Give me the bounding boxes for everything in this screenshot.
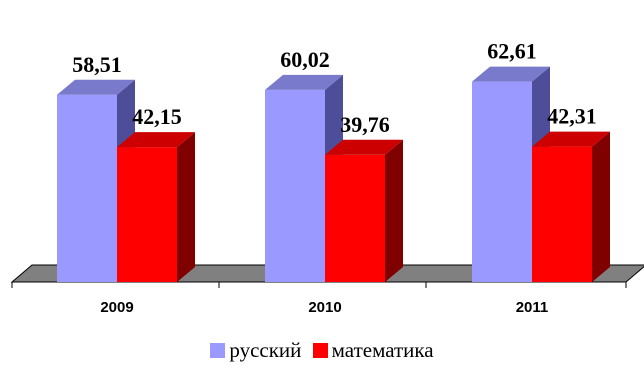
bar-2009-series1-side — [177, 132, 195, 282]
bar-2011-series0-front — [472, 81, 532, 282]
legend: русский математика — [0, 338, 644, 364]
bar-2009-series1-top — [117, 132, 195, 148]
data-label-2010-series1: 39,76 — [340, 112, 390, 137]
data-label-2011-series0: 62,61 — [487, 39, 537, 64]
legend-item-russian: русский — [210, 338, 301, 363]
legend-item-math: математика — [312, 338, 434, 363]
bar-2010-series1-side — [385, 139, 403, 282]
bar-2009-series0-front — [57, 94, 117, 282]
legend-label-russian: русский — [229, 338, 302, 362]
legend-swatch-math — [312, 343, 328, 358]
bar-2011-series1-top — [532, 131, 610, 147]
data-label-2011-series1: 42,31 — [547, 104, 597, 129]
legend-swatch-russian — [210, 343, 226, 358]
bar-2011-series1-side — [592, 131, 610, 282]
bar-2009-series0-top — [57, 79, 135, 95]
data-label-2010-series0: 60,02 — [280, 47, 330, 72]
legend-label-math: математика — [331, 338, 434, 362]
bar-2011-series1-front — [532, 146, 592, 282]
bar-2010-series1-front — [325, 154, 385, 282]
bar-2011-series0-top — [472, 66, 550, 82]
bar-2010-series1-top — [325, 139, 403, 155]
x-tick-label-2009: 2009 — [100, 299, 133, 316]
x-tick-label-2011: 2011 — [516, 299, 549, 316]
bar-2010-series0-front — [265, 89, 325, 282]
bar-2009-series1-front — [117, 147, 177, 282]
x-tick-label-2010: 2010 — [308, 299, 341, 316]
bar-2010-series0-top — [265, 74, 343, 90]
data-label-2009-series0: 58,51 — [72, 52, 122, 77]
data-label-2009-series1: 42,15 — [132, 104, 182, 129]
